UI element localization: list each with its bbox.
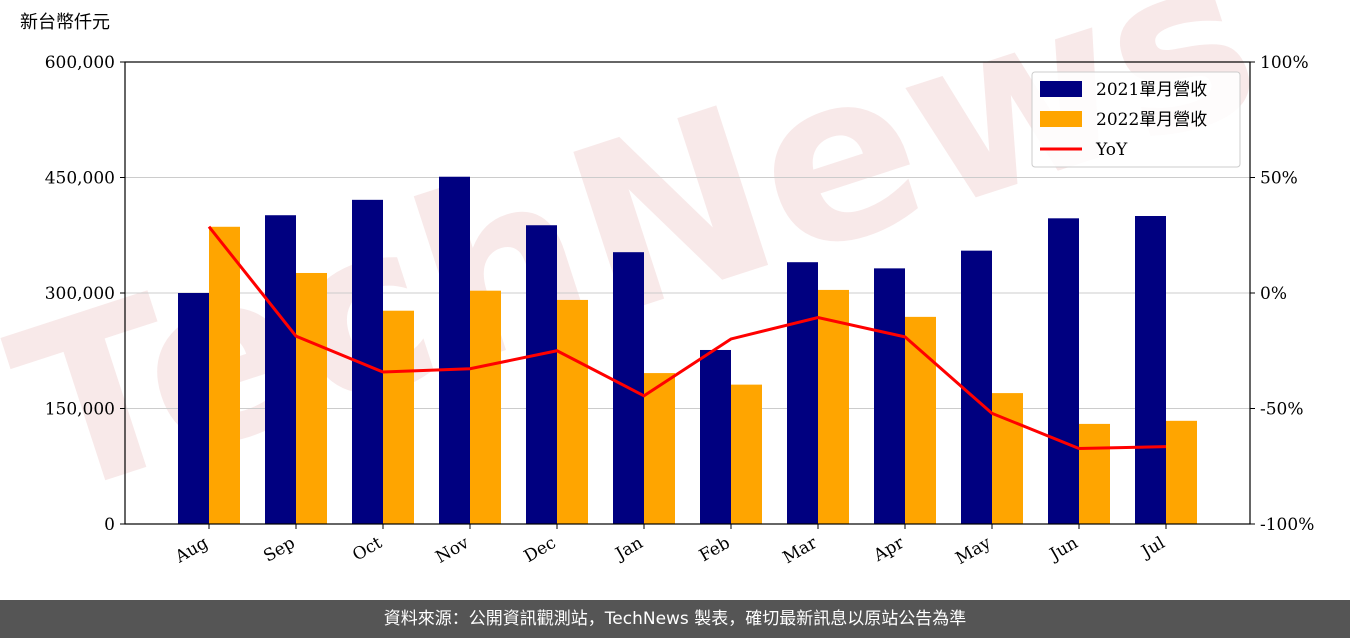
bar bbox=[526, 225, 557, 525]
y-tick-label: 600,000 bbox=[45, 53, 115, 73]
y-tick-label: 300,000 bbox=[45, 284, 115, 304]
bar bbox=[383, 310, 414, 524]
bar bbox=[961, 250, 992, 524]
y-axis-label: 新台幣仟元 bbox=[20, 12, 110, 33]
plot-frame bbox=[124, 61, 1251, 525]
bar bbox=[265, 215, 296, 525]
y2-tick-label: -100% bbox=[1260, 515, 1314, 535]
bar bbox=[1079, 423, 1110, 524]
bar bbox=[1166, 420, 1197, 524]
bar bbox=[557, 299, 588, 524]
x-tick-label: Nov bbox=[432, 533, 472, 568]
bar bbox=[209, 226, 240, 524]
legend-swatch bbox=[1040, 111, 1082, 127]
y-tick-label: 150,000 bbox=[45, 400, 115, 420]
bar bbox=[470, 290, 501, 524]
y2-tick-label: -50% bbox=[1260, 400, 1304, 420]
bar bbox=[874, 268, 905, 524]
legend-label: 2022單月營收 bbox=[1096, 110, 1207, 130]
source-note: 資料來源：公開資訊觀測站，TechNews 製表，確切最新訊息以原站公告為準 bbox=[0, 600, 1350, 638]
y-tick-label: 450,000 bbox=[45, 169, 115, 189]
x-tick-label: Dec bbox=[521, 533, 560, 567]
bar bbox=[439, 176, 470, 525]
y2-tick-label: 50% bbox=[1260, 169, 1298, 189]
y-tick-label: 0 bbox=[104, 515, 115, 535]
bar bbox=[905, 316, 936, 524]
bar bbox=[992, 393, 1023, 524]
bar bbox=[296, 272, 327, 524]
x-tick-label: Mar bbox=[780, 533, 822, 569]
bar bbox=[731, 384, 762, 524]
bar bbox=[818, 289, 849, 524]
legend-box bbox=[1031, 71, 1241, 168]
y2-tick-label: 100% bbox=[1260, 53, 1309, 73]
legend-label: YoY bbox=[1095, 140, 1128, 160]
x-tick-label: Sep bbox=[260, 533, 298, 567]
line bbox=[207, 225, 1167, 450]
x-tick-label: Feb bbox=[696, 533, 734, 566]
x-tick-label: May bbox=[952, 533, 995, 569]
bar bbox=[1048, 218, 1079, 524]
bar bbox=[1135, 216, 1166, 524]
legend-label: 2021單月營收 bbox=[1096, 80, 1207, 100]
y2-tick-label: 0% bbox=[1260, 284, 1287, 304]
x-tick-label: Oct bbox=[349, 533, 385, 566]
x-tick-label: Aug bbox=[171, 533, 212, 568]
legend-swatch bbox=[1040, 81, 1082, 97]
chart: 新台幣仟元 TechNews0150,000300,000450,000600,… bbox=[0, 0, 1314, 569]
bar bbox=[787, 262, 818, 524]
x-tick-label: Apr bbox=[870, 533, 909, 567]
bar bbox=[700, 349, 731, 524]
bar bbox=[178, 293, 209, 524]
x-tick-label: Jun bbox=[1045, 533, 1082, 566]
bar bbox=[644, 373, 675, 524]
x-tick-label: Jan bbox=[611, 533, 647, 565]
x-tick-label: Jul bbox=[1137, 533, 1169, 563]
